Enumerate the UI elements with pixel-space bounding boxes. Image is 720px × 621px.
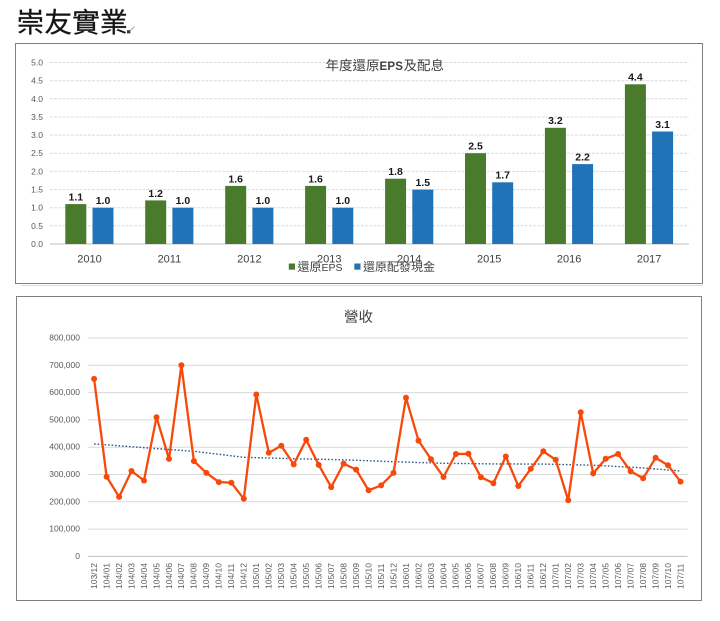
svg-text:4.0: 4.0 [31,94,43,104]
svg-text:104/11: 104/11 [226,563,236,589]
svg-text:107/02: 107/02 [563,563,573,589]
svg-text:104/10: 104/10 [214,563,224,589]
svg-text:107/05: 107/05 [601,563,611,589]
svg-text:1.0: 1.0 [335,195,350,207]
svg-text:107/08: 107/08 [638,563,648,589]
svg-text:800,000: 800,000 [49,333,80,343]
svg-text:105/07: 105/07 [326,563,336,589]
svg-text:105/10: 105/10 [363,563,373,589]
svg-text:1.5: 1.5 [415,177,430,189]
svg-text:106/12: 106/12 [538,563,548,589]
svg-text:105/03: 105/03 [276,563,286,589]
svg-text:600,000: 600,000 [49,387,80,397]
svg-text:1.5: 1.5 [31,185,43,195]
svg-text:106/08: 106/08 [488,563,498,589]
svg-text:107/04: 107/04 [588,563,598,589]
svg-text:400,000: 400,000 [49,442,80,452]
svg-text:1.0: 1.0 [96,195,111,207]
svg-text:2011: 2011 [158,254,182,266]
svg-text:104/01: 104/01 [101,563,111,589]
svg-text:106/07: 106/07 [476,563,486,589]
svg-text:2.5: 2.5 [31,148,43,158]
svg-text:104/09: 104/09 [201,563,211,589]
svg-text:105/01: 105/01 [251,563,261,589]
svg-text:1.6: 1.6 [308,173,323,185]
svg-text:104/08: 104/08 [189,563,199,589]
svg-text:106/02: 106/02 [413,563,423,589]
svg-text:1.1: 1.1 [68,192,83,204]
svg-text:105/08: 105/08 [338,563,348,589]
svg-text:105/02: 105/02 [264,563,274,589]
svg-text:0.0: 0.0 [31,239,43,249]
svg-text:105/06: 105/06 [314,563,324,589]
svg-text:1.8: 1.8 [388,166,403,178]
svg-text:104/05: 104/05 [151,563,161,589]
svg-text:0.5: 0.5 [31,221,43,231]
svg-text:1.0: 1.0 [31,203,43,213]
svg-text:1.2: 1.2 [148,188,163,200]
svg-text:106/03: 106/03 [426,563,436,589]
svg-text:1.0: 1.0 [256,195,271,207]
svg-text:2.2: 2.2 [575,152,590,164]
svg-text:2014: 2014 [397,254,421,266]
svg-text:104/07: 104/07 [176,563,186,589]
svg-text:300,000: 300,000 [49,469,80,479]
svg-text:107/09: 107/09 [650,563,660,589]
svg-text:2.0: 2.0 [31,166,43,176]
svg-text:105/12: 105/12 [388,563,398,589]
svg-text:2.5: 2.5 [468,141,483,153]
svg-text:104/03: 104/03 [126,563,136,589]
svg-text:107/07: 107/07 [625,563,635,589]
svg-text:106/11: 106/11 [526,563,536,589]
svg-text:3.0: 3.0 [31,130,43,140]
svg-text:2016: 2016 [557,254,581,266]
svg-text:2012: 2012 [237,254,261,266]
svg-text:2010: 2010 [77,254,101,266]
svg-text:3.5: 3.5 [31,112,43,122]
svg-text:1.6: 1.6 [228,173,243,185]
svg-text:105/05: 105/05 [301,563,311,589]
svg-text:EPS: EPS [380,61,404,73]
svg-text:2013: 2013 [317,254,341,266]
svg-text:104/02: 104/02 [114,563,124,589]
svg-text:200,000: 200,000 [49,496,80,506]
svg-text:1.7: 1.7 [495,170,510,182]
svg-text:500,000: 500,000 [49,414,80,424]
svg-text:1.0: 1.0 [176,195,191,207]
svg-text:107/01: 107/01 [551,563,561,589]
svg-text:EPS: EPS [322,262,343,274]
svg-text:4.4: 4.4 [628,72,643,84]
svg-text:107/03: 107/03 [576,563,586,589]
svg-text:3.2: 3.2 [548,115,563,127]
svg-text:106/09: 106/09 [501,563,511,589]
svg-text:100,000: 100,000 [49,524,80,534]
svg-text:700,000: 700,000 [49,360,80,370]
svg-text:2015: 2015 [477,254,501,266]
svg-text:104/12: 104/12 [239,563,249,589]
svg-text:106/06: 106/06 [463,563,473,589]
svg-text:105/09: 105/09 [351,563,361,589]
svg-text:4.5: 4.5 [31,76,43,86]
svg-text:106/04: 106/04 [438,563,448,589]
svg-text:107/06: 107/06 [613,563,623,589]
svg-text:104/04: 104/04 [139,563,149,589]
svg-text:103/12: 103/12 [89,563,99,589]
svg-text:105/04: 105/04 [289,563,299,589]
svg-text:106/05: 106/05 [451,563,461,589]
svg-text:106/10: 106/10 [513,563,523,589]
svg-text:107/10: 107/10 [663,563,673,589]
svg-text:0: 0 [75,551,80,561]
svg-text:104/06: 104/06 [164,563,174,589]
svg-text:3.1: 3.1 [655,119,670,131]
svg-text:5.0: 5.0 [31,58,43,68]
svg-text:106/01: 106/01 [401,563,411,589]
svg-text:105/11: 105/11 [376,563,386,589]
svg-text:2017: 2017 [637,254,661,266]
svg-text:107/11: 107/11 [675,563,685,589]
